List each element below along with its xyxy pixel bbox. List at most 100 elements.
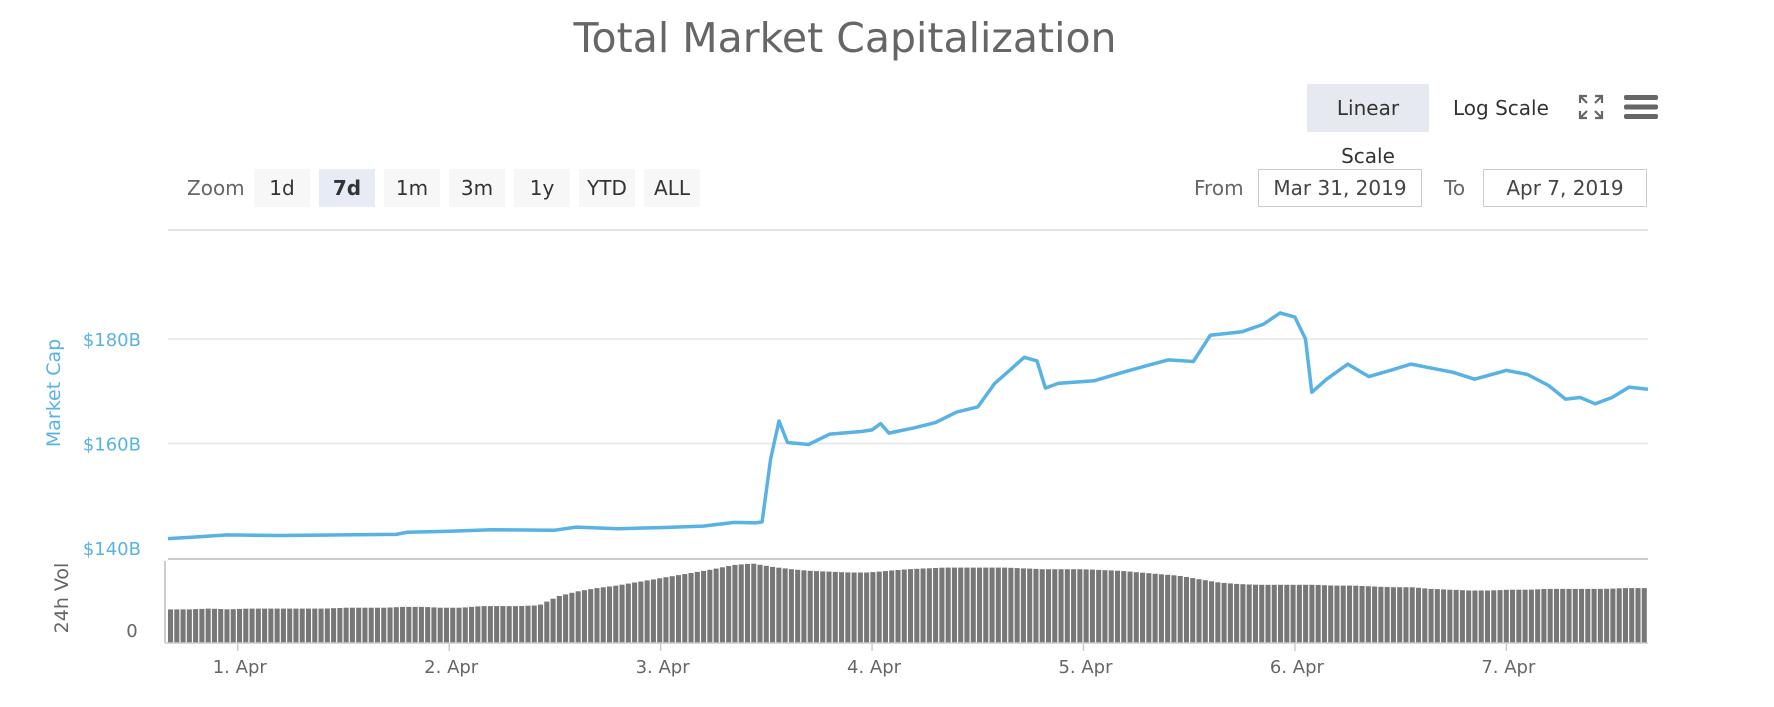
volume-bar [299,608,305,643]
volume-bar [1140,572,1146,643]
volume-bar [1585,588,1591,643]
volume-bar [1202,580,1208,643]
volume-bar [682,574,688,643]
volume-bar [657,578,663,643]
volume-bar [901,569,907,643]
linear-scale-button[interactable]: Linear Scale [1307,84,1429,168]
volume-bars [168,563,1647,643]
volume-bar [588,589,594,643]
volume-bar [939,567,945,643]
volume-bar [770,566,776,643]
volume-bar [1190,578,1196,643]
volume-bar [801,570,807,643]
volume-bar [1453,589,1459,643]
volume-bar [512,606,518,643]
volume-bar [1616,588,1622,643]
chart-title: Total Market Capitalization [573,14,1117,62]
volume-bar [1027,568,1033,643]
volume-bar [870,572,876,643]
volume-bar [211,608,217,643]
zoom-button-1d[interactable]: 1d [254,169,310,207]
volume-bar [205,608,211,643]
volume-bar [1422,588,1428,643]
volume-bar [1177,576,1183,643]
volume-bar [1522,589,1528,643]
y-axis-label-volume: 24h Vol [51,563,73,634]
volume-bar [1014,568,1020,643]
volume-bar [1064,569,1070,643]
volume-bar [976,567,983,643]
volume-bar [462,607,468,643]
zoom-button-ytd[interactable]: YTD [579,169,635,207]
volume-bar [1114,570,1121,643]
volume-bar [1447,589,1453,643]
volume-bar [1622,588,1628,643]
volume-bar [1378,586,1384,643]
zoom-button-3m[interactable]: 3m [449,169,505,207]
zoom-button-all[interactable]: ALL [644,169,700,207]
volume-bar [1629,588,1635,643]
volume-bar [1528,589,1534,643]
volume-bar [1309,584,1315,643]
volume-bar [387,607,393,643]
log-scale-button[interactable]: Log Scale [1453,96,1549,120]
volume-bar [751,563,757,643]
volume-bar [926,568,932,643]
volume-bar [951,567,957,643]
volume-bar [1472,590,1478,643]
volume-bar [481,606,487,643]
volume-bar [619,584,625,643]
zoom-button-1m[interactable]: 1m [384,169,440,207]
volume-bar [331,608,337,643]
volume-bar [1020,568,1026,643]
volume-bar [1158,574,1164,643]
to-date-input[interactable]: Apr 7, 2019 [1483,169,1647,207]
zoom-button-7d[interactable]: 7d [319,169,375,207]
volume-bar [544,601,550,643]
volume-tick-zero: 0 [126,621,137,642]
x-tick-label: 3. Apr [636,657,691,678]
volume-bar [556,596,562,643]
volume-bar [813,571,819,643]
volume-bar [1340,585,1346,643]
volume-bar [625,583,631,643]
zoom-button-1y[interactable]: 1y [514,169,570,207]
y-tick-label: $180B [83,330,141,351]
volume-bar [757,564,763,643]
volume-bar [1579,588,1585,643]
volume-bar [1290,584,1296,643]
fullscreen-icon[interactable] [1578,94,1604,120]
volume-bar [425,607,431,643]
x-axis-ticks: 1. Apr 2. Apr 3. Apr 4. Apr 5. Apr 6. Apr 7. A… [213,643,1536,678]
volume-bar [1077,569,1083,643]
to-label: To [1444,176,1466,200]
volume-bar [613,585,619,643]
from-date-input[interactable]: Mar 31, 2019 [1258,169,1422,207]
volume-bar [964,567,970,643]
volume-bar [1240,584,1246,643]
volume-bar [236,608,243,643]
volume-bar [726,566,732,643]
volume-bar [1372,586,1378,643]
volume-bar [1215,582,1221,643]
menu-icon[interactable] [1624,94,1658,120]
volume-bar [450,607,456,643]
from-label: From [1194,176,1244,200]
volume-bar [1409,587,1415,643]
volume-bar [1484,590,1491,643]
volume-bar [908,569,914,643]
volume-bar [456,607,462,643]
volume-bar [1052,569,1058,643]
volume-bar [1560,588,1566,643]
volume-bar [882,571,888,643]
volume-bar [1315,584,1321,643]
volume-bar [1083,569,1089,643]
volume-bar [1121,571,1127,643]
x-tick-label: 1. Apr [213,657,268,678]
volume-bar [400,606,406,643]
volume-bar [1604,588,1610,643]
volume-bar [280,608,286,643]
volume-bar [525,605,531,643]
volume-bar [1359,586,1365,643]
volume-bar [393,607,399,643]
